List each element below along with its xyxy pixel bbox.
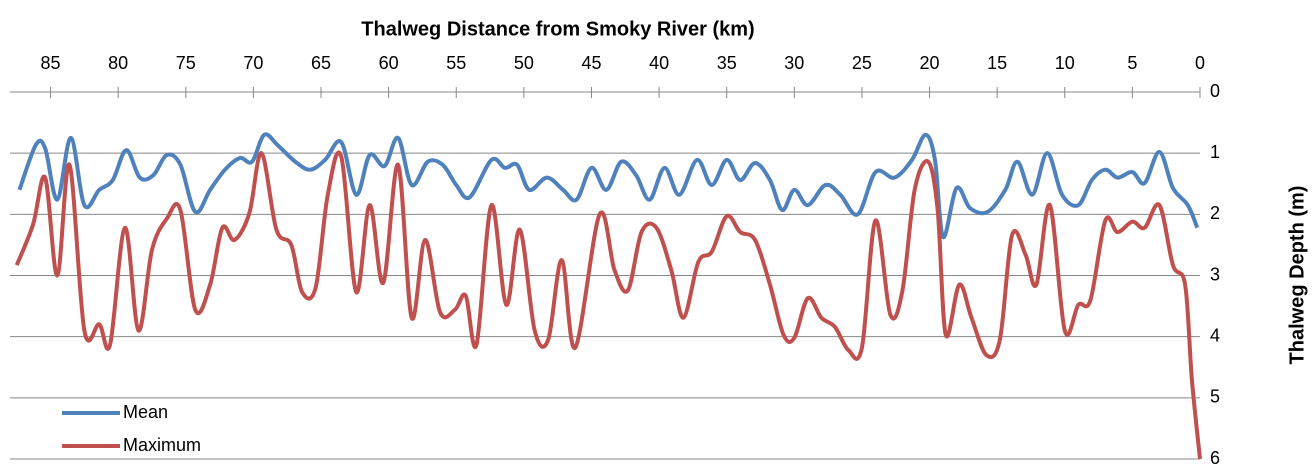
y-tick-label: 3 — [1210, 264, 1220, 284]
y-tick-label: 2 — [1210, 203, 1220, 223]
x-axis-title: Thalweg Distance from Smoky River (km) — [361, 18, 754, 40]
legend-label: Mean — [123, 402, 168, 422]
data-line — [17, 132, 1200, 239]
x-tick-label: 25 — [852, 53, 872, 73]
x-tick-label: 45 — [581, 53, 601, 73]
y-tick-label: 1 — [1210, 142, 1220, 162]
x-tick-label: 55 — [446, 53, 466, 73]
x-tick-label: 50 — [514, 53, 534, 73]
x-tick-label: 75 — [176, 53, 196, 73]
x-tick-label: 70 — [243, 53, 263, 73]
y-axis-title: Thalweg Depth (m) — [1286, 186, 1308, 365]
x-tick-label: 85 — [41, 53, 61, 73]
y-tick-label: 6 — [1210, 448, 1220, 468]
data-line — [14, 150, 1202, 460]
x-tick-label: 65 — [311, 53, 331, 73]
legend-label: Maximum — [123, 435, 201, 455]
y-tick-label: 4 — [1210, 325, 1220, 345]
x-tick-label: 60 — [379, 53, 399, 73]
x-tick-label: 10 — [1055, 53, 1075, 73]
x-tick-label: 0 — [1195, 53, 1205, 73]
x-tick-label: 40 — [649, 53, 669, 73]
x-tick-label: 30 — [784, 53, 804, 73]
y-tick-label: 5 — [1210, 387, 1220, 407]
x-tick-label: 80 — [108, 53, 128, 73]
x-tick-label: 35 — [717, 53, 737, 73]
x-tick-label: 5 — [1127, 53, 1137, 73]
y-tick-label: 0 — [1210, 81, 1220, 101]
x-tick-label: 20 — [920, 53, 940, 73]
x-tick-label: 15 — [987, 53, 1007, 73]
